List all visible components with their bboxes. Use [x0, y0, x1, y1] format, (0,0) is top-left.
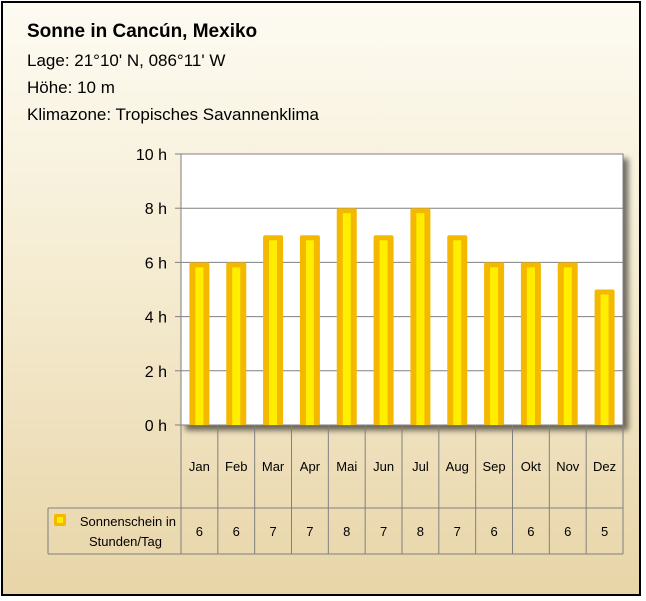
- x-tick-label: Dez: [593, 459, 616, 474]
- bar-highlight: [416, 213, 425, 425]
- data-value-label: 5: [601, 524, 608, 539]
- data-value-label: 7: [306, 524, 313, 539]
- x-tick-label: Okt: [521, 459, 542, 474]
- chart-title: Sonne in Cancún, Mexiko: [27, 21, 258, 42]
- location-line: Lage: 21°10' N, 086°11' W: [27, 51, 226, 70]
- bars: [189, 208, 615, 425]
- bar-highlight: [195, 267, 204, 425]
- bar-highlight: [490, 267, 499, 425]
- data-value-label: 7: [454, 524, 461, 539]
- bar-highlight: [269, 240, 278, 425]
- bar-highlight: [379, 240, 388, 425]
- climate-zone-line: Klimazone: Tropisches Savannenklima: [27, 105, 319, 124]
- y-tick-label: 4 h: [145, 310, 167, 327]
- legend-label: Sonnenschein in: [80, 514, 176, 529]
- data-value-label: 6: [196, 524, 203, 539]
- bar-highlight: [342, 213, 351, 425]
- x-tick-label: Jun: [373, 459, 394, 474]
- data-value-label: 8: [417, 524, 424, 539]
- legend-swatch-highlight: [57, 517, 63, 523]
- data-value-label: 7: [269, 524, 276, 539]
- bar-highlight: [232, 267, 241, 425]
- x-tick-label: Jan: [189, 459, 210, 474]
- plot-area: [180, 153, 624, 426]
- altitude-line: Höhe: 10 m: [27, 78, 115, 97]
- x-tick-label: Feb: [225, 459, 247, 474]
- bar-highlight: [526, 267, 535, 425]
- data-value-label: 8: [343, 524, 350, 539]
- y-tick-label: 0 h: [145, 418, 167, 435]
- x-tick-label: Aug: [446, 459, 469, 474]
- y-tick-label: 6 h: [145, 255, 167, 272]
- x-tick-label: Mai: [336, 459, 357, 474]
- data-value-label: 6: [490, 524, 497, 539]
- data-value-label: 6: [233, 524, 240, 539]
- x-tick-label: Sep: [483, 459, 506, 474]
- data-table: Jan 6 Feb 6 Mar 7 Apr 7 Mai 8 Jun 7 Jul 8 Aug 7 Sep 6 Okt 6…: [47, 425, 624, 555]
- data-value-label: 6: [527, 524, 534, 539]
- bar-highlight: [305, 240, 314, 425]
- data-value-label: 6: [564, 524, 571, 539]
- bar-highlight: [600, 294, 609, 425]
- data-value-label: 7: [380, 524, 387, 539]
- bar-highlight: [563, 267, 572, 425]
- x-tick-label: Nov: [556, 459, 580, 474]
- legend-label: Stunden/Tag: [89, 534, 162, 549]
- gridlines: [181, 207, 623, 372]
- y-tick-label: 10 h: [136, 147, 167, 164]
- y-tick-label: 2 h: [145, 364, 167, 381]
- bar-highlight: [453, 240, 462, 425]
- x-tick-label: Jul: [412, 459, 429, 474]
- x-tick-label: Mar: [262, 459, 285, 474]
- y-axis: 0 h 2 h 4 h 6 h 8 h 10 h: [136, 147, 181, 435]
- x-tick-label: Apr: [300, 459, 321, 474]
- y-tick-label: 8 h: [145, 201, 167, 218]
